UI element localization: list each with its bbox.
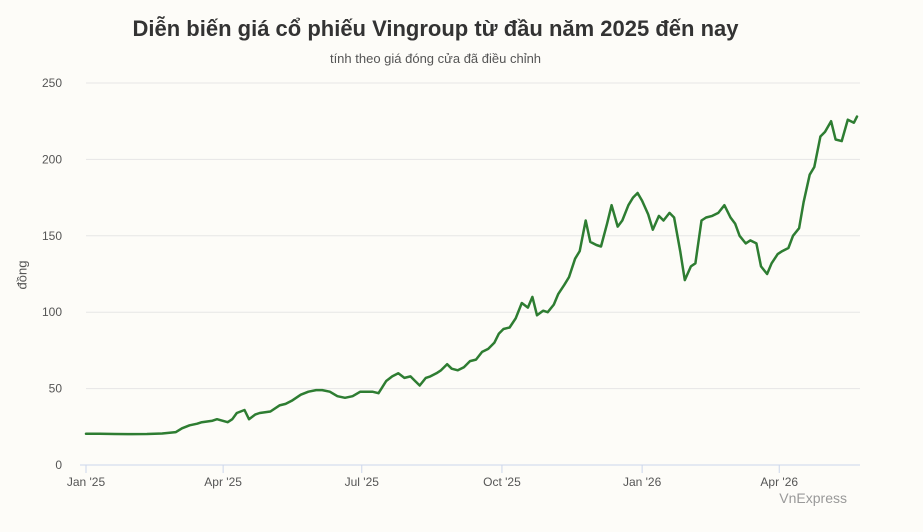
- y-tick-label: 150: [42, 229, 62, 243]
- y-tick-label: 100: [42, 305, 62, 319]
- x-tick-label: Oct '25: [483, 475, 521, 489]
- x-tick-label: Apr '26: [760, 475, 798, 489]
- x-axis: Jan '25 Apr '25 Jul '25 Oct '25 Jan '26 Apr '…: [67, 464, 860, 489]
- source-credit: VnExpress: [779, 490, 847, 506]
- chart-title: Diễn biến giá cổ phiếu Vingroup từ đầu n…: [132, 16, 739, 41]
- gridlines: [86, 82, 860, 390]
- x-tick-label: Apr '25: [204, 475, 242, 489]
- y-tick-label: 50: [49, 382, 63, 396]
- y-axis-ticks: 0 50 100 150 200 250: [42, 76, 62, 472]
- y-tick-label: 0: [55, 458, 62, 472]
- y-tick-label: 200: [42, 152, 62, 166]
- y-tick-label: 250: [42, 76, 62, 90]
- x-tick-label: Jan '25: [67, 475, 106, 489]
- series-layer: [84, 115, 859, 436]
- series-line: [84, 115, 859, 436]
- x-tick-label: Jul '25: [345, 475, 380, 489]
- chart-subtitle: tính theo giá đóng cửa đã điều chỉnh: [329, 51, 542, 66]
- x-tick-label: Jan '26: [623, 475, 662, 489]
